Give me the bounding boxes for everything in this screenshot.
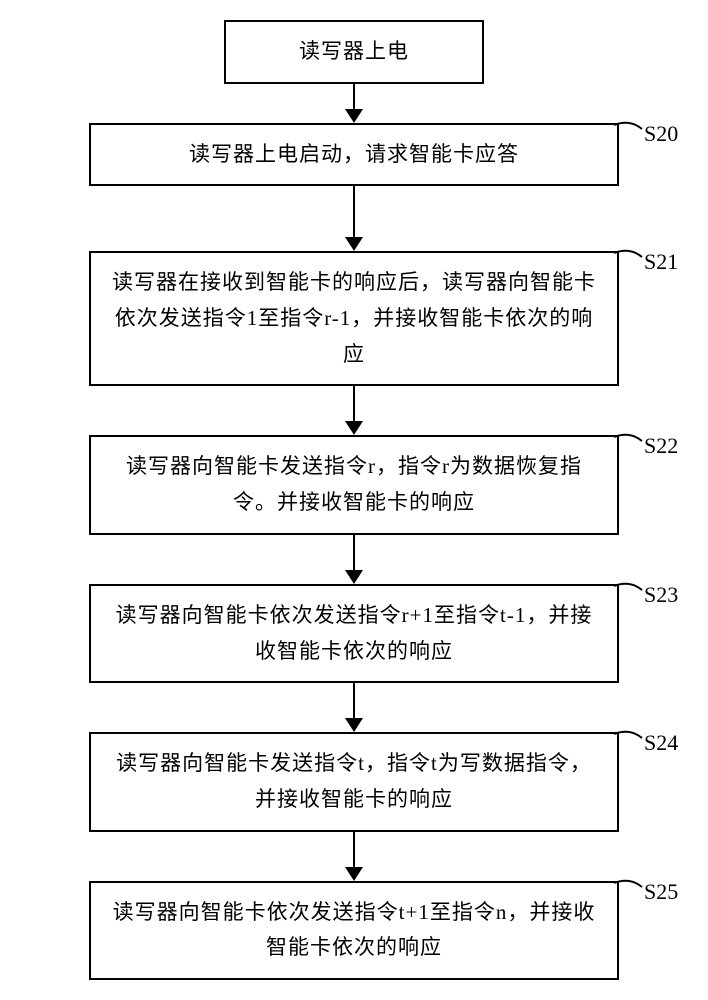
- arrow-line: [353, 386, 355, 422]
- arrow-head-icon: [345, 109, 363, 123]
- step-row-s22: 读写器向智能卡发送指令r，指令r为数据恢复指令。并接收智能卡的响应 S22: [0, 435, 708, 534]
- arrow: [345, 84, 363, 123]
- step-label: S21: [644, 249, 678, 275]
- arrow-line: [353, 832, 355, 868]
- step-row-s25: 读写器向智能卡依次发送指令t+1至指令n，并接收智能卡依次的响应 S25: [0, 881, 708, 980]
- arrow-head-icon: [345, 570, 363, 584]
- step-text: 读写器向智能卡依次发送指令t+1至指令n，并接收智能卡依次的响应: [109, 895, 599, 966]
- step-row-s24: 读写器向智能卡发送指令t，指令t为写数据指令，并接收智能卡的响应 S24: [0, 732, 708, 831]
- arrow-head-icon: [345, 421, 363, 435]
- step-label: S22: [644, 433, 678, 459]
- step-box-s22: 读写器向智能卡发送指令r，指令r为数据恢复指令。并接收智能卡的响应: [89, 435, 619, 534]
- arrow-head-icon: [345, 718, 363, 732]
- step-box-s21: 读写器在接收到智能卡的响应后，读写器向智能卡依次发送指令1至指令r-1，并接收智…: [89, 251, 619, 386]
- arrow-line: [353, 186, 355, 238]
- step-text: 读写器向智能卡发送指令r，指令r为数据恢复指令。并接收智能卡的响应: [109, 449, 599, 520]
- step-box-s25: 读写器向智能卡依次发送指令t+1至指令n，并接收智能卡依次的响应: [89, 881, 619, 980]
- arrow: [345, 186, 363, 251]
- step-box-s23: 读写器向智能卡依次发送指令r+1至指令t-1，并接收智能卡依次的响应: [89, 584, 619, 683]
- step-label: S24: [644, 730, 678, 756]
- step-row-s21: 读写器在接收到智能卡的响应后，读写器向智能卡依次发送指令1至指令r-1，并接收智…: [0, 251, 708, 386]
- step-row-s23: 读写器向智能卡依次发送指令r+1至指令t-1，并接收智能卡依次的响应 S23: [0, 584, 708, 683]
- arrow-line: [353, 84, 355, 110]
- step-label: S20: [644, 121, 678, 147]
- top-box: 读写器上电: [224, 20, 484, 84]
- step-row-s20: 读写器上电启动，请求智能卡应答 S20: [0, 123, 708, 187]
- arrow: [345, 683, 363, 732]
- step-label: S23: [644, 582, 678, 608]
- arrow-head-icon: [345, 867, 363, 881]
- step-box-s24: 读写器向智能卡发送指令t，指令t为写数据指令，并接收智能卡的响应: [89, 732, 619, 831]
- step-text: 读写器向智能卡发送指令t，指令t为写数据指令，并接收智能卡的响应: [109, 746, 599, 817]
- step-box-s20: 读写器上电启动，请求智能卡应答: [89, 123, 619, 187]
- arrow: [345, 832, 363, 881]
- step-text: 读写器上电启动，请求智能卡应答: [189, 137, 519, 173]
- arrow-line: [353, 683, 355, 719]
- arrow-head-icon: [345, 237, 363, 251]
- flowchart-container: 读写器上电 读写器上电启动，请求智能卡应答 S20 读写器在接收到智能卡的响应后…: [0, 20, 708, 980]
- top-box-text: 读写器上电: [299, 34, 409, 70]
- arrow: [345, 386, 363, 435]
- step-text: 读写器在接收到智能卡的响应后，读写器向智能卡依次发送指令1至指令r-1，并接收智…: [109, 265, 599, 372]
- arrow: [345, 535, 363, 584]
- arrow-line: [353, 535, 355, 571]
- step-label: S25: [644, 879, 678, 905]
- step-text: 读写器向智能卡依次发送指令r+1至指令t-1，并接收智能卡依次的响应: [109, 598, 599, 669]
